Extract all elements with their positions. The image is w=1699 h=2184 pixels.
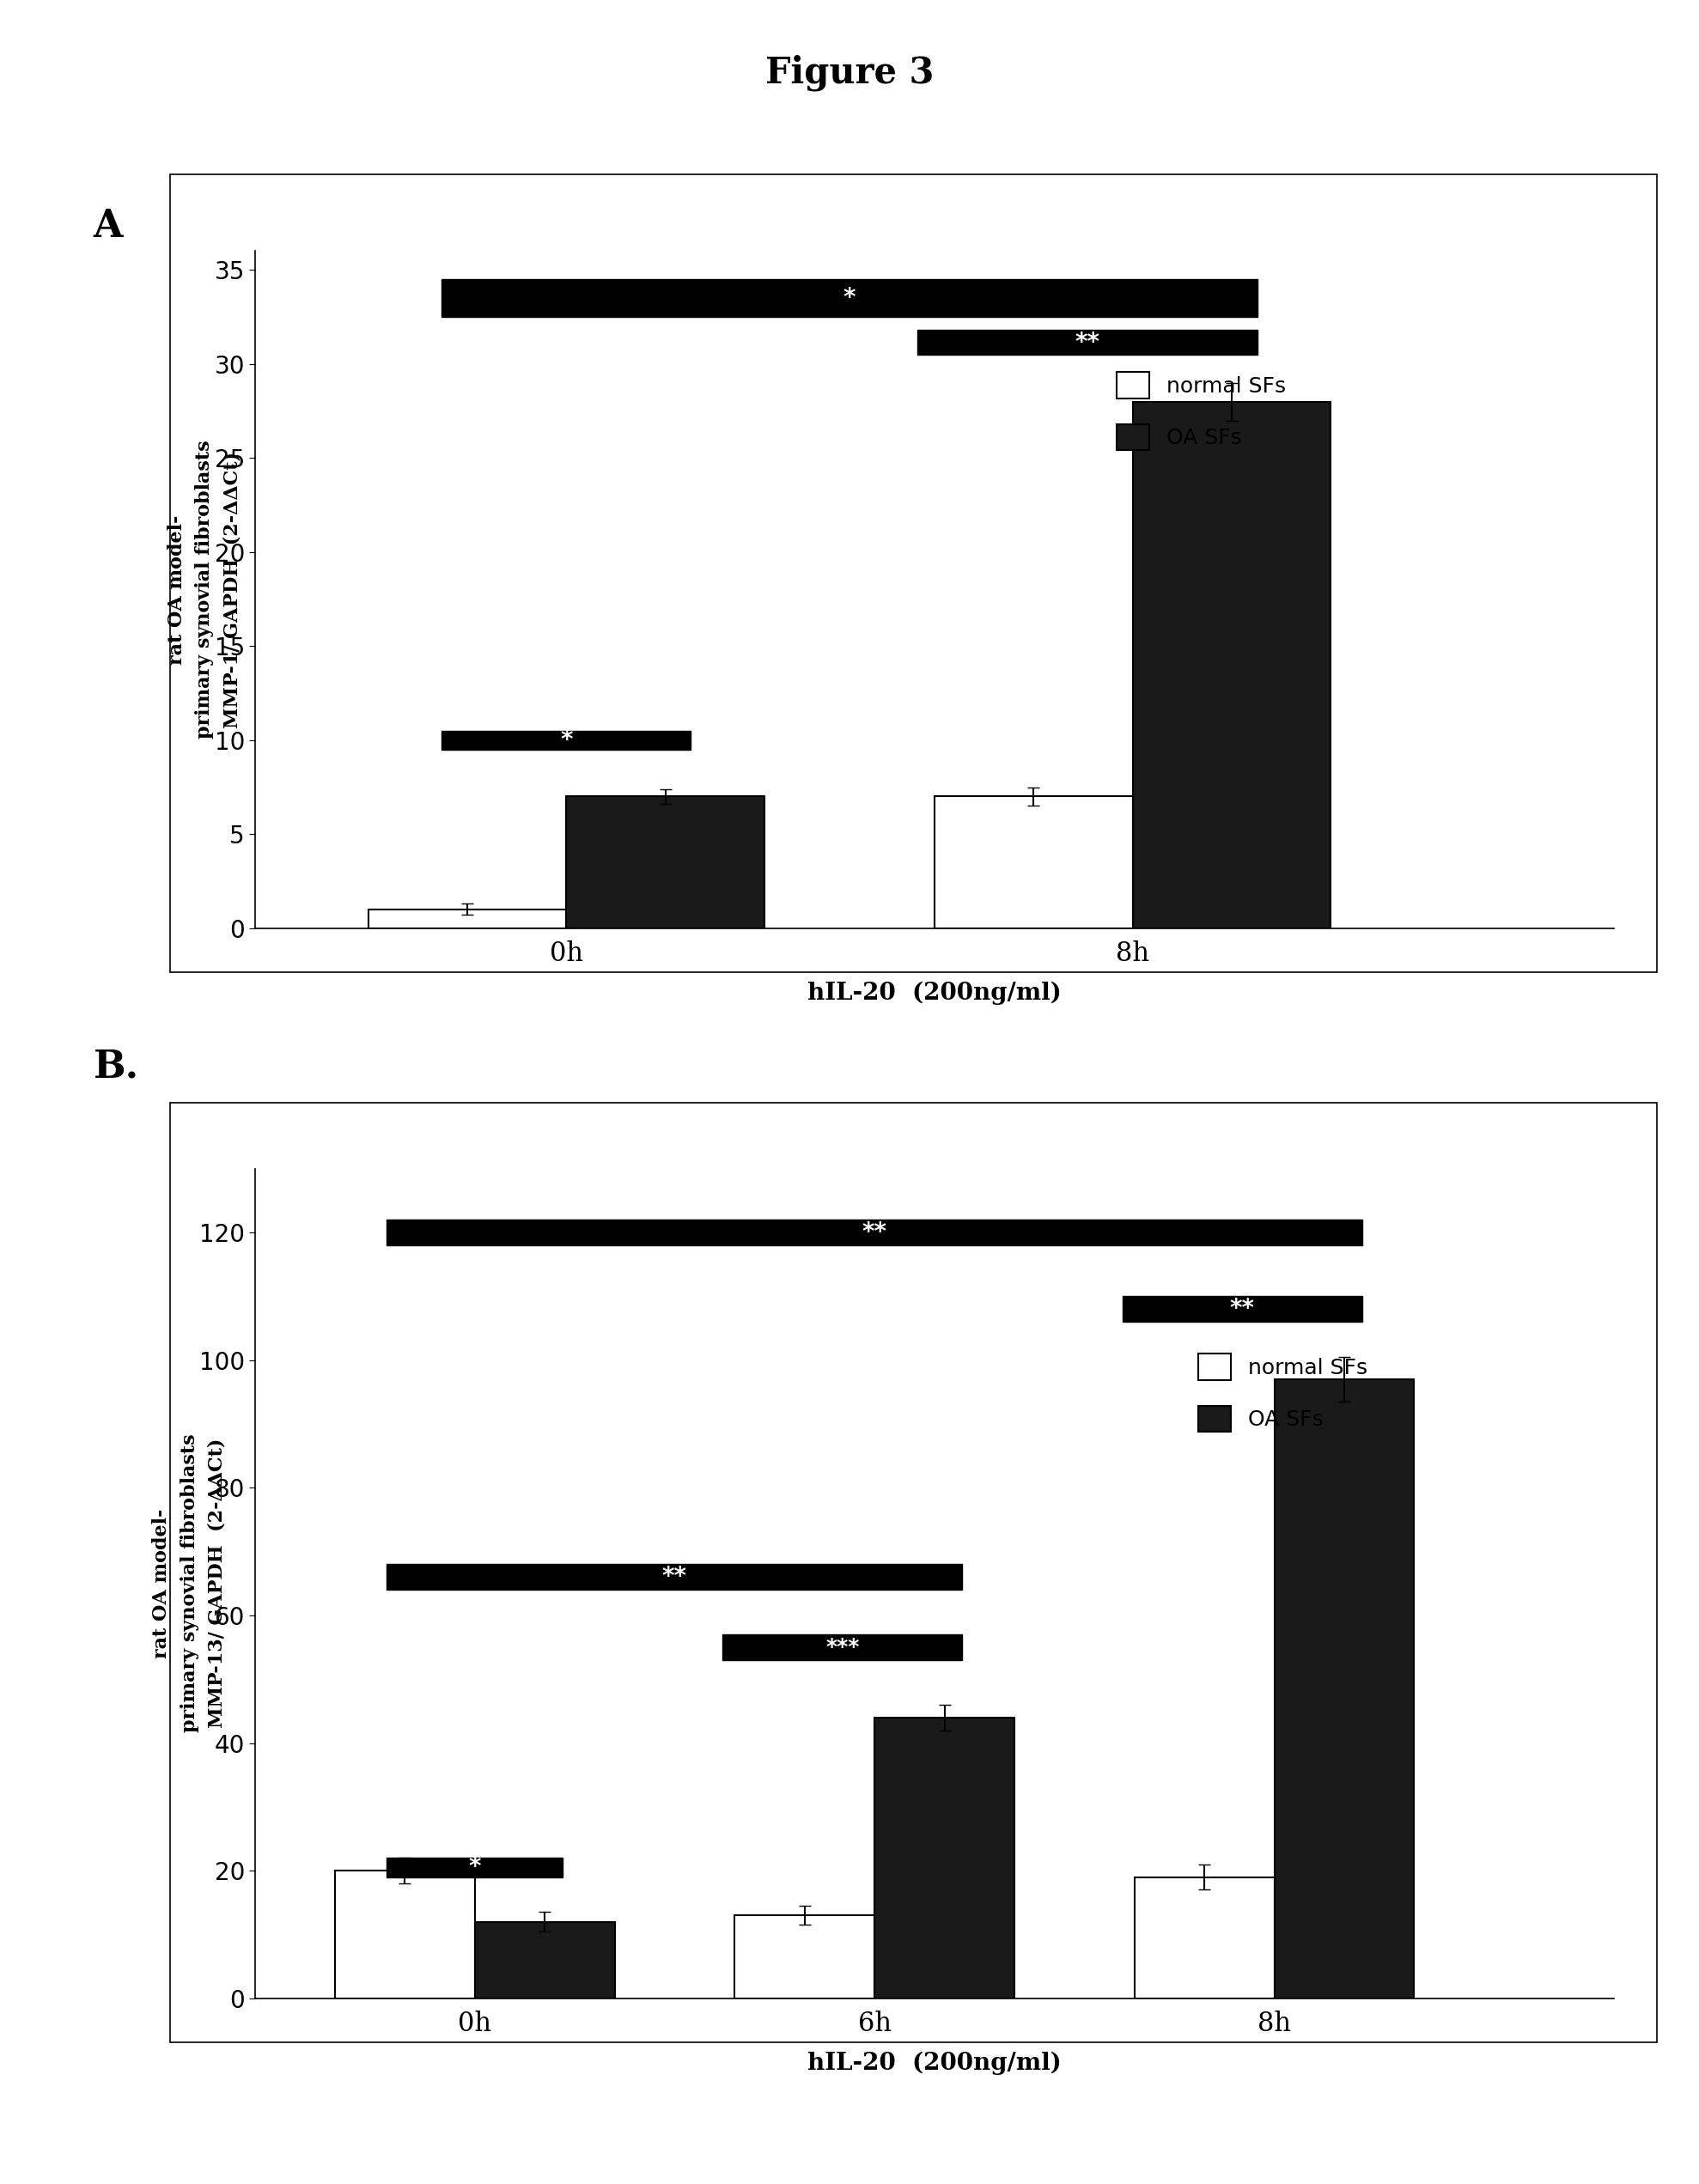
Bar [1133,402,1330,928]
Bar [734,1915,875,1998]
Bar [387,1859,562,1876]
Legend: normal SFs, OA SFs: normal SFs, OA SFs [1189,1345,1376,1441]
Bar [875,1717,1014,1998]
Bar [369,909,566,928]
Text: B.: B. [93,1048,139,1085]
Bar [1135,1876,1274,1998]
Bar [387,1564,962,1590]
Text: **: ** [1230,1297,1256,1321]
Bar [1274,1378,1414,1998]
Bar [335,1872,474,1998]
Bar [917,330,1257,354]
Text: A: A [93,207,122,245]
Bar [1123,1295,1363,1321]
Text: ***: *** [826,1638,860,1658]
Text: **: ** [861,1221,887,1245]
Bar [722,1634,962,1660]
Bar [474,1922,615,1998]
Y-axis label: rat OA model-
primary synovial fibroblasts
MMP-1/ GAPDH  (2-ΔΔCt): rat OA model- primary synovial fibroblas… [168,441,241,738]
Text: *: * [561,727,573,751]
Bar [387,1219,1363,1245]
Bar [566,797,765,928]
Bar [442,280,1257,317]
Text: **: ** [663,1566,686,1590]
X-axis label: hIL-20  (200ng/ml): hIL-20 (200ng/ml) [807,2051,1062,2075]
X-axis label: hIL-20  (200ng/ml): hIL-20 (200ng/ml) [807,981,1062,1005]
Y-axis label: rat OA model-
primary synovial fibroblasts
MMP-13/ GAPDH  (2-ΔΔCt): rat OA model- primary synovial fibroblas… [153,1435,226,1732]
Text: Figure 3: Figure 3 [765,55,934,92]
Text: **: ** [1075,330,1099,354]
Bar [442,732,691,749]
Text: *: * [469,1856,481,1880]
Text: *: * [843,286,856,310]
Bar [934,797,1133,928]
Legend: normal SFs, OA SFs: normal SFs, OA SFs [1108,363,1295,459]
